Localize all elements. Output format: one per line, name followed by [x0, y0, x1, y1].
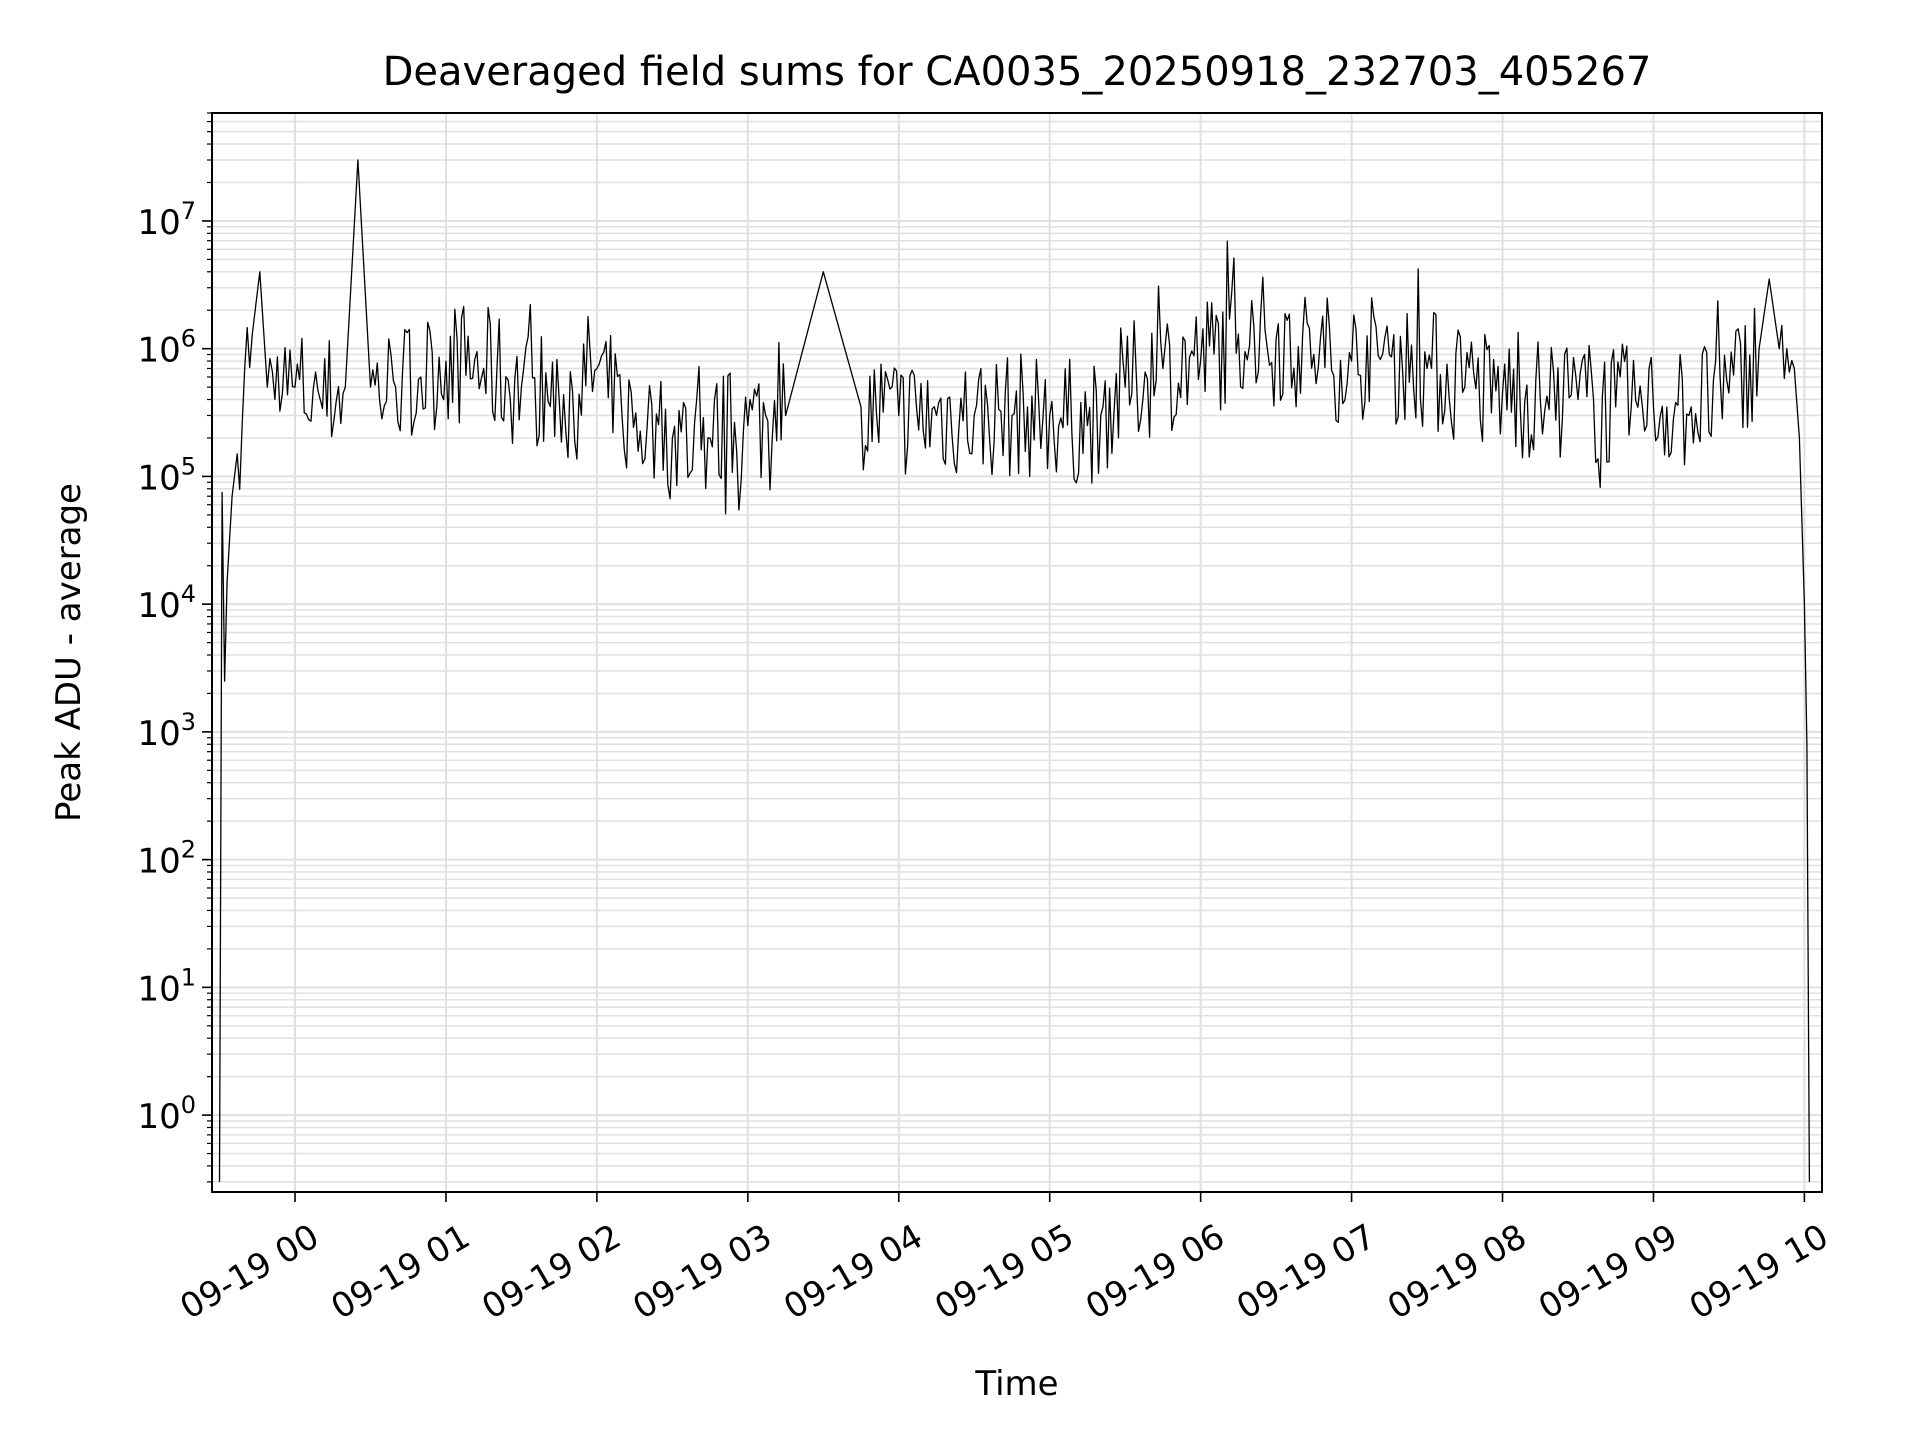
x-tick-label: 09-19 00: [174, 1217, 326, 1328]
x-tick-label: 09-19 01: [324, 1217, 476, 1328]
x-tick-label: 09-19 10: [1683, 1217, 1835, 1328]
grid-layer: [212, 112, 1822, 1192]
y-tick-label: 102: [137, 836, 196, 882]
series-line: [218, 159, 1811, 1182]
y-tick-label: 106: [137, 325, 196, 371]
y-axis-label: Peak ADU - average: [49, 483, 89, 822]
y-tick-label: 103: [137, 708, 196, 754]
y-tick-label: 104: [137, 580, 196, 626]
plot-frame: [211, 112, 1823, 1193]
y-tick-label: 107: [137, 197, 196, 243]
x-tick-label: 09-19 08: [1381, 1217, 1533, 1328]
label-layer: Deaveraged field sums for CA0035_2025091…: [49, 49, 1651, 1404]
y-tick-label: 105: [137, 452, 196, 498]
chart-title: Deaveraged field sums for CA0035_2025091…: [383, 49, 1652, 95]
x-tick-label: 09-19 02: [475, 1217, 627, 1328]
y-tick-label: 100: [137, 1091, 196, 1137]
series-layer: [218, 159, 1811, 1182]
x-tick-label: 09-19 04: [777, 1217, 929, 1328]
x-tick-label: 09-19 03: [626, 1217, 778, 1328]
x-tick-label: 09-19 07: [1230, 1217, 1382, 1328]
x-tick-label: 09-19 05: [928, 1217, 1080, 1328]
x-tick-label: 09-19 09: [1532, 1217, 1684, 1328]
x-tick-label: 09-19 06: [1079, 1217, 1231, 1328]
y-tick-label: 101: [137, 963, 196, 1009]
x-axis-label: Time: [974, 1364, 1058, 1404]
